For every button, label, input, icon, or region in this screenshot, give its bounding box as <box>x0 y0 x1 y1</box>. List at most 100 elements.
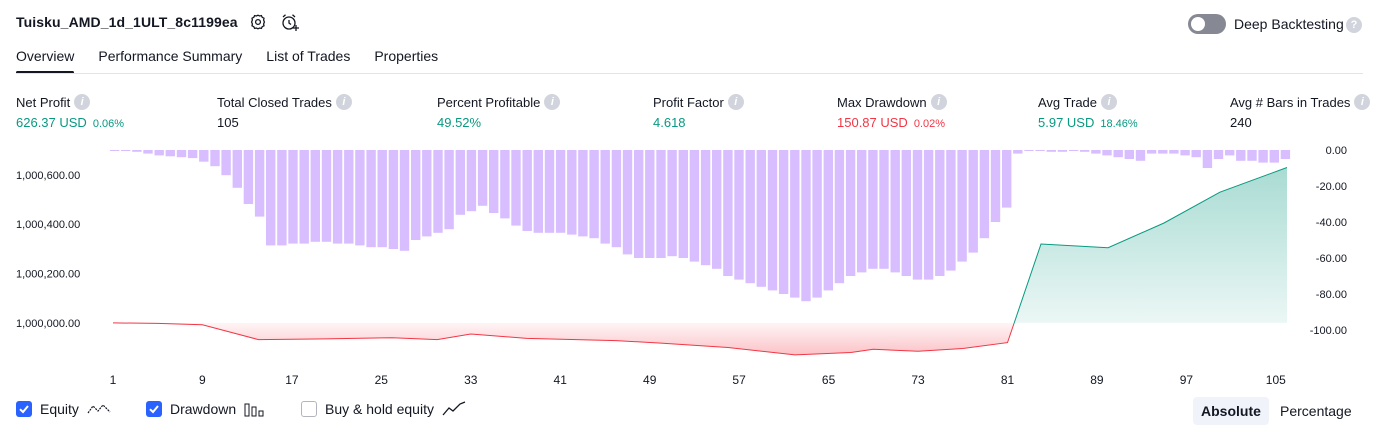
drawdown-bar <box>634 150 644 258</box>
x-axis-tick-label: 49 <box>643 373 657 387</box>
drawdown-bar <box>567 150 577 235</box>
left-axis-tick-label: 1,000,400.00 <box>16 219 80 231</box>
drawdown-bar <box>1124 150 1134 159</box>
metric-label: Net Profit i <box>16 94 124 110</box>
metric-label: Percent Profitable i <box>437 94 561 110</box>
drawdown-bar <box>477 150 488 206</box>
percentage-button[interactable]: Percentage <box>1280 403 1352 419</box>
metric-value: 240 <box>1230 115 1370 130</box>
drawdown-bar <box>310 150 320 242</box>
gear-icon <box>250 14 266 30</box>
drawdown-label: Drawdown <box>170 401 237 417</box>
drawdown-bar <box>1135 150 1146 161</box>
tab-performance-summary[interactable]: Performance Summary <box>98 48 243 64</box>
drawdown-bar <box>143 150 153 154</box>
metric-label: Total Closed Trades i <box>217 94 352 110</box>
drawdown-bar <box>355 150 365 246</box>
drawdown-checkbox[interactable]: Drawdown <box>146 401 264 417</box>
drawdown-bar <box>399 150 410 251</box>
info-icon[interactable]: i <box>74 94 91 110</box>
metric-value: 4.618 <box>653 115 744 130</box>
drawdown-bar <box>366 150 376 248</box>
drawdown-bar <box>745 150 755 284</box>
buyhold-checkbox[interactable]: Buy & hold equity <box>301 401 466 417</box>
metric-value-text: 49.52% <box>437 115 482 130</box>
metric-value: 105 <box>217 115 352 130</box>
drawdown-bar <box>1046 150 1056 152</box>
equity-line-icon <box>87 404 111 414</box>
drawdown-bar <box>1236 150 1246 161</box>
left-axis-tick-label: 1,000,200.00 <box>16 269 80 281</box>
left-axis-tick-label: 1,000,000.00 <box>16 318 80 330</box>
metric-label-text: Max Drawdown <box>837 94 927 110</box>
drawdown-bar <box>923 150 934 280</box>
right-axis-tick-label: -60.00 <box>1316 253 1347 265</box>
drawdown-bars-icon <box>244 403 264 417</box>
x-axis-tick-label: 81 <box>1001 373 1015 387</box>
drawdown-bar <box>868 150 878 269</box>
buyhold-line-icon <box>442 401 466 416</box>
info-icon[interactable]: i <box>544 94 561 110</box>
equity-line-negative <box>112 322 1015 356</box>
metric-net-profit: Net Profit i 626.37 USD 0.06% <box>16 94 124 130</box>
drawdown-bar <box>1080 150 1090 152</box>
metric-label-text: Total Closed Trades <box>217 94 332 110</box>
absolute-button[interactable]: Absolute <box>1193 397 1269 425</box>
deep-backtesting-label: Deep Backtesting <box>1234 16 1344 32</box>
drawdown-bar <box>1213 150 1224 159</box>
metric-total-closed-trades: Total Closed Trades i 105 <box>217 94 352 130</box>
drawdown-bar <box>1091 150 1101 154</box>
equity-line-positive <box>1013 167 1288 324</box>
metric-label-text: Profit Factor <box>653 94 724 110</box>
drawdown-bar <box>266 150 276 246</box>
tab-properties[interactable]: Properties <box>374 48 439 64</box>
info-icon[interactable]: i <box>727 94 744 110</box>
x-axis-tick-label: 1 <box>110 373 117 387</box>
right-axis-tick-label: -80.00 <box>1316 289 1347 301</box>
drawdown-bar <box>187 150 198 159</box>
drawdown-bar <box>734 150 744 280</box>
drawdown-bar <box>1068 150 1079 151</box>
drawdown-bar <box>210 150 220 167</box>
drawdown-bar <box>1013 150 1023 154</box>
info-icon[interactable]: i <box>1101 94 1118 110</box>
drawdown-bar <box>1202 150 1213 168</box>
tab-list-of-trades[interactable]: List of Trades <box>266 48 351 64</box>
drawdown-bar <box>879 150 889 269</box>
drawdown-bar <box>388 150 399 249</box>
help-icon[interactable]: ? <box>1346 17 1362 33</box>
metric-value-text: 5.97 USD <box>1038 115 1095 130</box>
info-icon[interactable]: i <box>335 94 352 110</box>
info-icon[interactable]: i <box>1354 94 1371 110</box>
add-alert-button[interactable] <box>280 12 300 32</box>
info-icon[interactable]: i <box>930 94 947 110</box>
checkbox-checked-icon <box>146 401 162 417</box>
drawdown-bar <box>1102 150 1112 156</box>
metric-percent-profitable: Percent Profitable i 49.52% <box>437 94 561 130</box>
x-axis-tick-label: 89 <box>1090 373 1104 387</box>
drawdown-bar <box>990 150 1001 222</box>
drawdown-bar <box>723 150 733 276</box>
metric-avg-trade: Avg Trade i 5.97 USD 18.46% <box>1038 94 1138 130</box>
checkbox-checked-icon <box>16 401 32 417</box>
settings-button[interactable] <box>248 12 268 32</box>
drawdown-bar <box>1280 150 1291 159</box>
drawdown-bar <box>232 150 242 188</box>
drawdown-bar <box>321 150 332 242</box>
x-axis-tick-label: 97 <box>1180 373 1194 387</box>
drawdown-bar <box>254 150 265 217</box>
toggle-knob <box>1191 17 1205 31</box>
deep-backtesting-toggle[interactable] <box>1188 14 1226 34</box>
drawdown-bar <box>344 150 354 244</box>
metric-percent: 0.06% <box>92 118 125 130</box>
drawdown-bar <box>154 150 164 156</box>
drawdown-bar <box>489 150 499 213</box>
drawdown-bar <box>656 150 666 258</box>
tab-overview[interactable]: Overview <box>16 48 75 74</box>
equity-checkbox[interactable]: Equity <box>16 401 111 417</box>
drawdown-bar <box>756 150 766 287</box>
equity-chart[interactable]: 1,000,600.00 1,000,400.00 1,000,200.00 1,00… <box>0 140 1379 390</box>
checkbox-unchecked-icon <box>301 401 317 417</box>
drawdown-bar <box>979 150 990 239</box>
metric-value-text: 105 <box>217 115 239 130</box>
